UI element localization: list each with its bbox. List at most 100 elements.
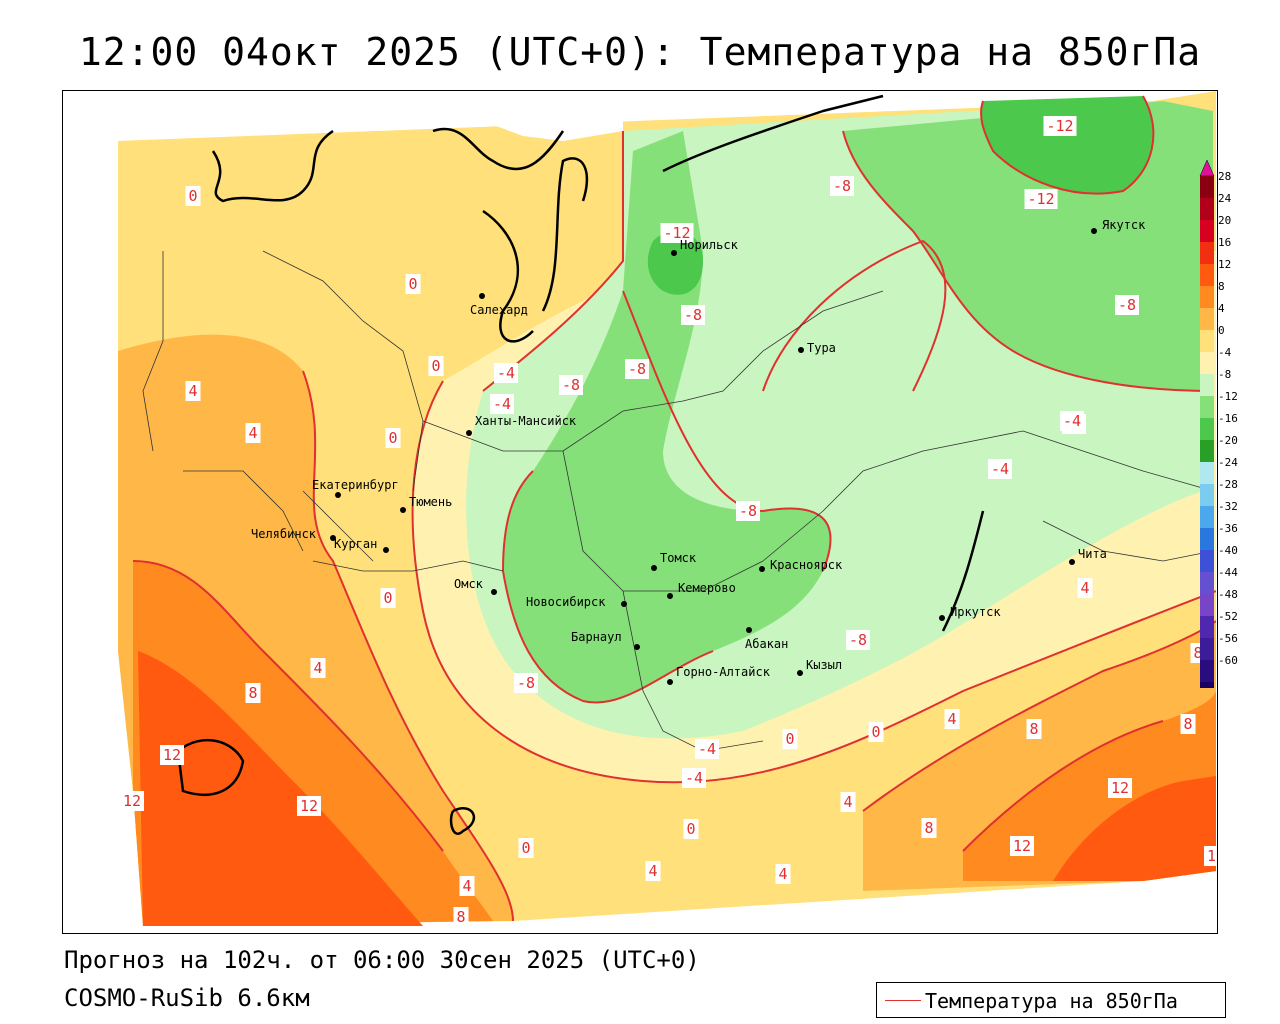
- border-line: [1022, 430, 1214, 492]
- city-label: Челябинск: [251, 527, 317, 541]
- city-dot: [667, 679, 673, 685]
- isotherm-value: -8: [736, 501, 760, 521]
- isotherm-value: 4: [185, 381, 201, 401]
- isotherm-value: 4: [944, 709, 960, 729]
- city-dot: [759, 566, 765, 572]
- svg-text:4: 4: [189, 382, 198, 400]
- svg-text:4: 4: [314, 659, 323, 677]
- isotherm-value: 12: [120, 791, 144, 811]
- svg-text:4: 4: [1081, 579, 1090, 597]
- border-line: [1042, 520, 1214, 562]
- city-label: Иркутск: [950, 605, 1001, 619]
- city-dot: [479, 293, 485, 299]
- city-dot: [383, 547, 389, 553]
- temperature-map[interactable]: -12-12-12-8-8-8-8-8-8-8-4-4-4-4-4-4-4000…: [62, 90, 1218, 934]
- scale-box: [1200, 176, 1214, 198]
- scale-label: 0: [1218, 324, 1225, 337]
- isotherm-value: 12: [297, 796, 321, 816]
- scale-box: [1200, 440, 1214, 462]
- svg-text:-12: -12: [1047, 117, 1074, 135]
- isotherm-value: 12: [1204, 846, 1216, 866]
- svg-text:0: 0: [872, 723, 881, 741]
- city-label: Тура: [807, 341, 836, 355]
- svg-text:-4: -4: [493, 395, 511, 413]
- zone-minus12-norilsk: [647, 230, 703, 295]
- isotherm-value: -12: [1024, 189, 1058, 209]
- legend: Температура на 850гПа: [876, 982, 1226, 1018]
- scale-label: -20: [1218, 434, 1238, 447]
- scale-label: 8: [1218, 280, 1225, 293]
- city-label: Норильск: [680, 238, 739, 252]
- city-dot: [746, 627, 752, 633]
- scale-label: 16: [1218, 236, 1231, 249]
- svg-text:8: 8: [1184, 715, 1193, 733]
- scale-box: [1200, 550, 1214, 572]
- svg-text:-8: -8: [517, 674, 535, 692]
- map-title: 12:00 04окт 2025 (UTC+0): Температура на…: [78, 30, 1202, 74]
- scale-box: [1200, 352, 1214, 374]
- isotherm-value: 0: [385, 428, 401, 448]
- isotherm-value: -4: [682, 768, 706, 788]
- svg-text:8: 8: [1030, 720, 1039, 738]
- legend-label: Температура на 850гПа: [925, 989, 1178, 1013]
- city-label: Ханты-Мансийск: [475, 414, 577, 428]
- isotherm-value: 4: [840, 792, 856, 812]
- city-dot: [667, 593, 673, 599]
- scale-box: [1200, 308, 1214, 330]
- isotherm-value: 0: [683, 819, 699, 839]
- isotherm-value: 8: [1180, 714, 1196, 734]
- isotherm-value: 0: [380, 588, 396, 608]
- scale-label: 20: [1218, 214, 1231, 227]
- zone-12-southeast: [1053, 776, 1216, 881]
- city-dot: [939, 615, 945, 621]
- isotherm-line: [132, 560, 444, 852]
- svg-text:-12: -12: [1028, 190, 1055, 208]
- map-canvas: -12-12-12-8-8-8-8-8-8-8-4-4-4-4-4-4-4000…: [63, 91, 1216, 932]
- svg-text:0: 0: [189, 187, 198, 205]
- scale-box: [1200, 462, 1214, 484]
- scale-label: -8: [1218, 368, 1231, 381]
- border-line: [682, 290, 884, 402]
- isotherm-line: [862, 620, 1216, 812]
- isotherm-line: [842, 130, 1214, 392]
- border-line: [262, 250, 424, 492]
- scale-box: [1200, 418, 1214, 440]
- svg-text:4: 4: [844, 793, 853, 811]
- zone-minus12-east: [981, 96, 1154, 194]
- scale-label: -56: [1218, 632, 1238, 645]
- city-dot: [1091, 228, 1097, 234]
- scale-box: [1200, 484, 1214, 506]
- svg-text:12: 12: [1111, 779, 1129, 797]
- city-label: Тюмень: [409, 495, 452, 509]
- svg-text:0: 0: [687, 820, 696, 838]
- svg-text:-8: -8: [833, 177, 851, 195]
- svg-text:8: 8: [249, 684, 258, 702]
- admin-borders: [142, 250, 1214, 752]
- svg-text:12: 12: [163, 746, 181, 764]
- city-dot: [330, 535, 336, 541]
- color-scale-labels: 28 24 20 16 12 8 4 0 -4 -8 -12 -16 -20 -24 -28 -32 -36 -4…: [1218, 170, 1238, 667]
- scale-box: [1200, 330, 1214, 352]
- city-label: Екатеринбург: [312, 478, 399, 492]
- svg-text:-8: -8: [1118, 296, 1136, 314]
- scale-label: -36: [1218, 522, 1238, 535]
- scale-box: [1200, 374, 1214, 396]
- scale-label: -44: [1218, 566, 1238, 579]
- legend-line-icon: [885, 1000, 921, 1001]
- scale-label: -32: [1218, 500, 1238, 513]
- svg-text:-8: -8: [684, 306, 702, 324]
- isotherm-value: -4: [490, 394, 514, 414]
- model-text: COSMO-RuSib 6.6км: [64, 984, 310, 1012]
- isotherm-value: 4: [310, 658, 326, 678]
- isotherm-value: 0: [428, 356, 444, 376]
- city-dot: [335, 492, 341, 498]
- lake: [176, 738, 245, 796]
- scale-arrow-top: [1199, 159, 1215, 177]
- coastlines: [176, 94, 985, 835]
- scale-box: [1200, 242, 1214, 264]
- svg-text:-8: -8: [739, 502, 757, 520]
- isotherm-line: [762, 239, 947, 392]
- isotherm-value: 4: [1077, 578, 1093, 598]
- svg-text:8: 8: [925, 819, 934, 837]
- scale-box: [1200, 616, 1214, 638]
